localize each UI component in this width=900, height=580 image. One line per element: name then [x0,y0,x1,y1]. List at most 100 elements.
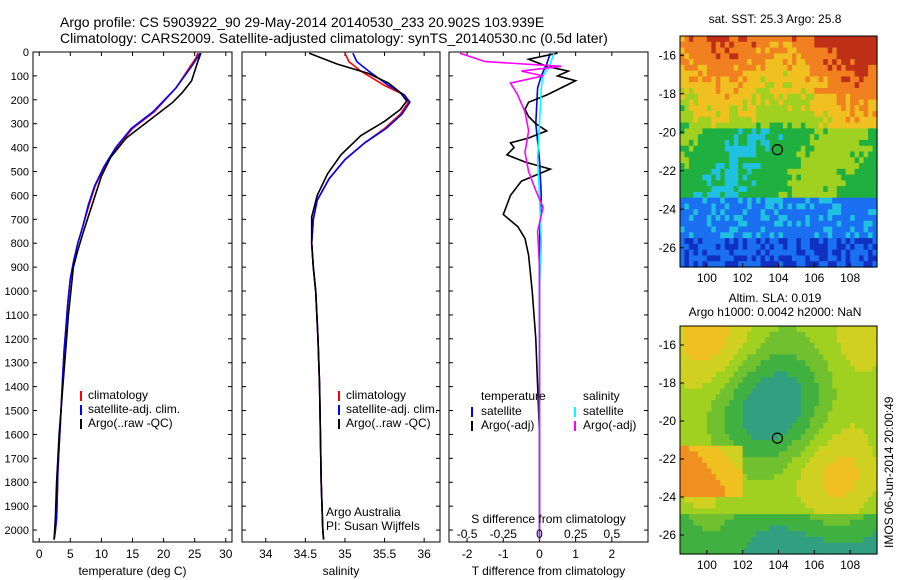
map-cell [845,64,851,72]
map-cell [697,394,703,401]
map-cell [827,128,833,135]
map-cell [765,405,771,413]
map-cell [724,536,730,544]
map-cell [796,440,802,447]
map-cell [778,215,784,222]
map-cell [832,411,838,418]
map-cell [756,122,762,130]
map-cell [836,232,842,239]
map-cell [684,243,690,251]
map-cell [729,64,735,72]
map-cell [836,405,842,413]
y-tick-label: 1100 [5,310,29,322]
map-cell [747,255,753,262]
map-cell [805,445,811,452]
map-cell [850,440,856,447]
map-cell [854,151,860,158]
map-cell [868,180,874,187]
map-cell [720,331,726,338]
map-cell [787,497,793,504]
map-cell [872,417,878,424]
map-cell [827,497,833,504]
map-cell [738,243,744,251]
map-cell [859,383,865,390]
map-cell [827,360,833,367]
map-cell [859,479,865,487]
map-cell [765,232,771,239]
map-cell [863,383,869,390]
map-cell [850,82,856,89]
map-cell [818,348,824,356]
map-cell [738,134,744,141]
map-cell [863,502,869,509]
map-cell [756,249,762,257]
map-cell [850,70,856,78]
map-cell [756,105,762,112]
map-cell [791,186,798,193]
map-cell [697,377,703,384]
map-cell [836,417,842,424]
map-cell [702,70,708,78]
map-cell [765,209,771,216]
map-cell [693,186,699,193]
legend-label: Argo(-adj) [481,418,534,432]
x-tick-label: 36 [417,547,431,561]
map-cell [845,197,851,205]
map-cell [774,354,780,361]
map-cell [702,497,708,504]
map-cell [836,168,842,176]
map-cell [800,457,806,464]
map-cell [863,87,869,95]
map-cell [796,87,802,95]
map-cell [854,462,860,470]
map-cell [733,468,739,475]
map-cell [738,93,744,101]
map-cell [805,249,811,257]
map-cell [756,337,762,344]
map-cell [760,255,766,262]
map-cell [850,536,856,544]
map-cell [796,474,802,481]
map-cell [787,440,793,447]
map-cell [854,326,860,333]
map-cell [715,536,721,544]
map-cell [827,197,833,205]
map-cell [738,249,744,257]
map-cell [751,243,757,251]
map-cell [872,440,878,447]
map-cell [697,548,703,555]
map-cell [715,343,721,350]
map-cell [800,261,806,268]
map-cell [720,445,726,452]
map-cell [863,462,869,470]
map-cell [863,337,869,344]
map-cell [729,428,735,435]
map-cell [724,422,730,430]
map-cell [738,479,744,487]
map-cell [684,47,690,54]
map-cell [742,337,748,344]
map-cell [742,47,748,54]
map-cell [769,428,775,435]
map-cell [818,47,824,54]
map-cell [850,360,856,367]
map-cell [702,145,708,153]
map-cell [823,87,829,95]
map-cell [850,122,856,130]
map-cell [769,377,775,384]
map-cell [765,388,771,395]
map-cell [706,514,712,521]
map-cell [805,261,811,268]
map-cell [796,462,802,470]
map-cell [836,157,842,164]
map-cell [863,255,869,262]
map-cell [720,343,726,350]
map-cell [809,243,815,251]
map-cell [845,111,851,118]
map-cell [841,468,847,475]
map-cell [702,491,708,498]
map-cell [756,531,762,538]
map-cell [832,485,838,492]
map-cell [854,479,860,487]
map-cell [697,128,703,135]
